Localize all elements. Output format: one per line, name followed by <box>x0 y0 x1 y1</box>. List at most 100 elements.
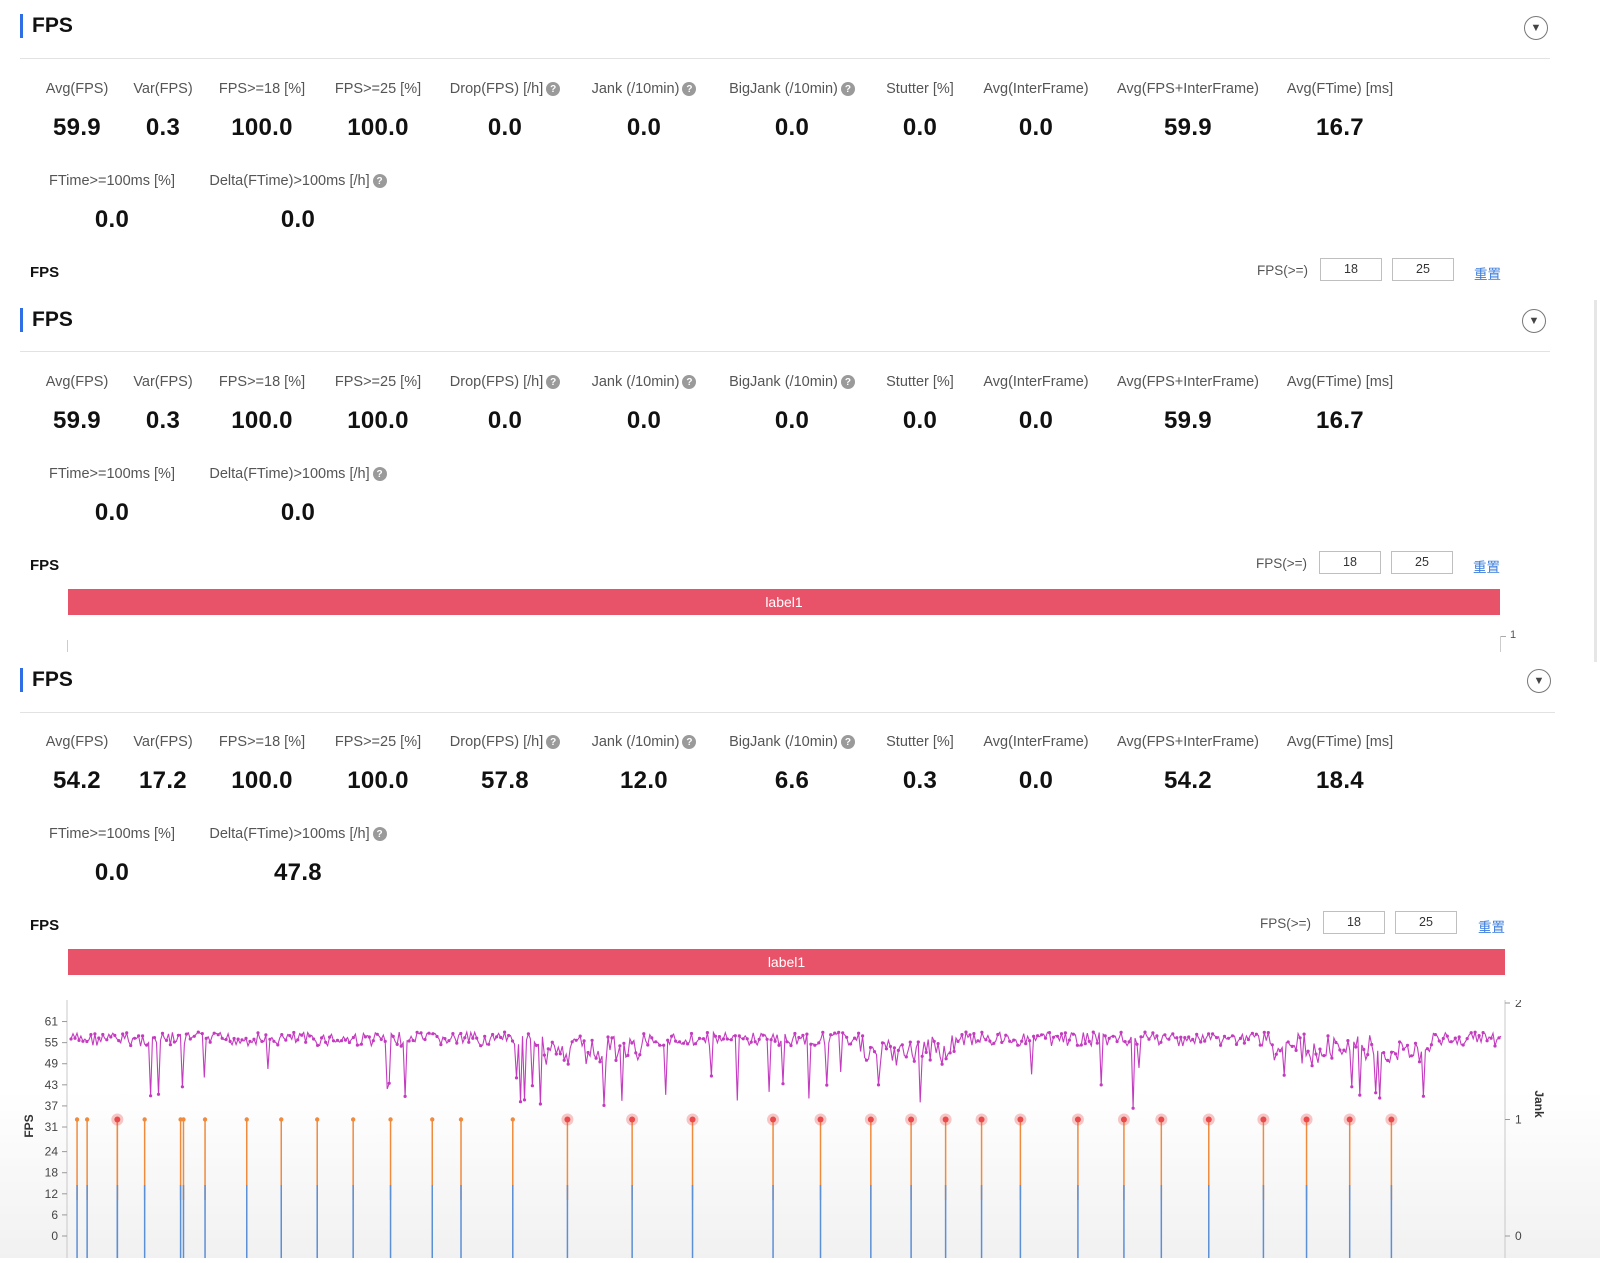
metric-label: BigJank (/10min)? <box>729 81 855 97</box>
fps-point <box>507 1033 511 1038</box>
panel-title: FPS <box>20 308 73 332</box>
chevron-down-icon[interactable]: ▼ <box>1522 309 1546 333</box>
fps-point <box>1429 1043 1433 1047</box>
threshold-high-input[interactable]: 25 <box>1391 551 1453 574</box>
metric-value: 0.0 <box>94 499 130 526</box>
chevron-down-icon[interactable]: ▼ <box>1527 669 1551 693</box>
question-circle-icon[interactable]: ? <box>840 82 855 96</box>
fps-point <box>944 1057 948 1061</box>
bigjank-point <box>1388 1116 1395 1123</box>
chevron-down-icon[interactable]: ▼ <box>1524 16 1548 40</box>
accent-bar <box>20 668 23 692</box>
fps-point <box>546 1047 550 1051</box>
threshold-low-input[interactable]: 18 <box>1319 551 1381 574</box>
y2-tick-label: 2 <box>1515 1000 1522 1010</box>
bigjank-point <box>629 1116 636 1123</box>
threshold-low-input[interactable]: 18 <box>1323 911 1385 934</box>
fps-point <box>152 1036 157 1040</box>
metric: BigJank (/10min)? 0.0 <box>682 373 902 435</box>
fps-point <box>435 1034 439 1039</box>
fps-point <box>312 1037 316 1041</box>
jank-point <box>202 1117 208 1122</box>
metric-value: 0.0 <box>902 114 938 141</box>
fps-point <box>1286 1040 1290 1044</box>
reset-link[interactable]: 重置 <box>1473 560 1500 575</box>
threshold-high-input[interactable]: 25 <box>1392 258 1454 281</box>
fps-point <box>678 1040 682 1044</box>
fps-point <box>1099 1083 1103 1087</box>
fps-point <box>431 1032 435 1036</box>
fps-point <box>1024 1042 1028 1046</box>
metric-value: 54.2 <box>53 767 101 794</box>
question-circle-icon[interactable]: ? <box>372 174 387 188</box>
metric: Avg(InterFrame) 0.0 <box>926 733 1146 795</box>
fps-point <box>594 1056 598 1060</box>
reset-link[interactable]: 重置 <box>1474 267 1501 282</box>
fps-point <box>145 1043 149 1047</box>
question-circle-icon[interactable]: ? <box>546 375 561 389</box>
fps-point <box>1398 1040 1402 1044</box>
fps-point <box>280 1033 284 1037</box>
fps-point <box>1219 1043 1223 1047</box>
fps-point <box>1242 1041 1246 1045</box>
fps-point <box>1012 1038 1016 1042</box>
fps-point <box>829 1033 833 1037</box>
question-circle-icon[interactable]: ? <box>546 82 561 96</box>
fps-point <box>77 1038 81 1042</box>
threshold-high-input[interactable]: 25 <box>1395 911 1457 934</box>
question-circle-icon[interactable]: ? <box>372 827 387 841</box>
question-circle-icon[interactable]: ? <box>546 735 561 749</box>
fps-point <box>1119 1030 1123 1034</box>
fps-point <box>952 1049 956 1053</box>
fps-point <box>1187 1035 1191 1039</box>
fps-point <box>1477 1034 1481 1038</box>
threshold-label: FPS(>=) <box>1256 556 1308 571</box>
metric: Delta(FTime)>100ms [/h]? 0.0 <box>188 465 408 527</box>
question-circle-icon[interactable]: ? <box>372 467 387 481</box>
metric-value: 12.0 <box>620 767 668 794</box>
metric: Var(FPS) 17.2 <box>53 733 273 795</box>
question-circle-icon[interactable]: ? <box>840 375 855 389</box>
y-tick-label: 55 <box>45 1036 59 1050</box>
panel-title: FPS <box>20 668 73 692</box>
metric: Var(FPS) 0.3 <box>53 373 273 435</box>
fps-point <box>1370 1042 1374 1047</box>
fps-point <box>996 1032 1000 1037</box>
metric-label: FPS>=18 [%] <box>218 374 306 390</box>
jank-point <box>315 1117 320 1122</box>
fps-point <box>256 1031 260 1035</box>
question-circle-icon[interactable]: ? <box>840 735 855 749</box>
metric-value: 59.9 <box>53 407 101 434</box>
metric-value: 0.3 <box>145 114 181 141</box>
question-circle-icon[interactable]: ? <box>682 375 697 389</box>
jank-point <box>244 1117 249 1122</box>
metric-label: FPS>=25 [%] <box>334 374 422 390</box>
threshold-low-input[interactable]: 18 <box>1320 258 1382 281</box>
reset-link[interactable]: 重置 <box>1478 920 1505 935</box>
fps-point <box>598 1060 602 1064</box>
fps-point <box>463 1036 467 1040</box>
metric-label: Stutter [%] <box>886 374 954 390</box>
fps-point <box>1489 1036 1493 1040</box>
y-axis-label: FPS <box>22 1114 36 1137</box>
fps-point <box>137 1034 141 1038</box>
jank-point <box>142 1117 147 1122</box>
fps-point <box>391 1034 395 1038</box>
bigjank-point <box>1346 1116 1353 1123</box>
metric-label: Delta(FTime)>100ms [/h]? <box>209 826 387 842</box>
fps-point <box>872 1050 877 1054</box>
question-circle-icon[interactable]: ? <box>682 82 697 96</box>
fps-point <box>864 1058 869 1062</box>
fps-point <box>244 1036 248 1040</box>
fps-point <box>654 1040 658 1044</box>
fps-point <box>1437 1039 1441 1043</box>
axis-stub <box>67 640 68 652</box>
metric-label: Stutter [%] <box>886 81 954 97</box>
metric-label: FPS>=18 [%] <box>218 81 306 97</box>
fps-point <box>1262 1030 1266 1034</box>
question-circle-icon[interactable]: ? <box>682 735 697 749</box>
fps-point <box>411 1038 415 1043</box>
fps-chart[interactable]: 0 6 12 18 24 31 37 43 49 55 61 0 1 2 FPS Jank <box>0 996 1600 1258</box>
fps-point <box>1290 1044 1294 1048</box>
